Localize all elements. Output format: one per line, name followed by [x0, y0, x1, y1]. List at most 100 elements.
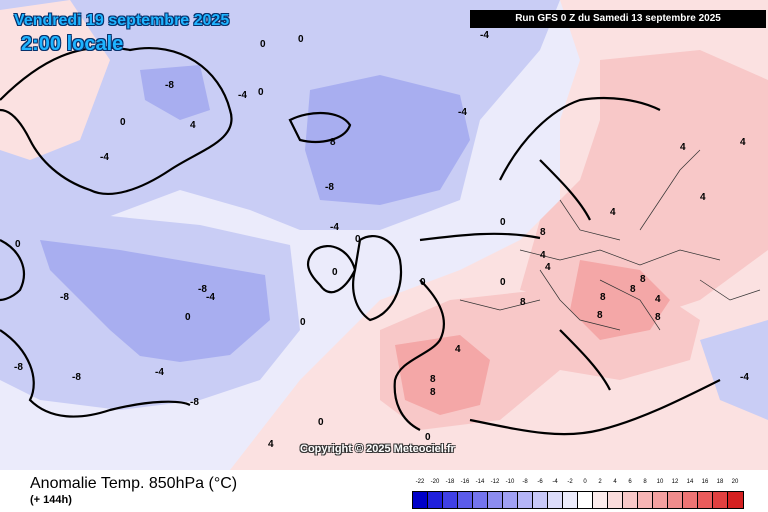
contour-label: 4	[740, 137, 746, 148]
contour-label: 0	[15, 239, 21, 250]
legend-swatch	[563, 492, 578, 508]
contour-label: -4	[238, 90, 247, 101]
legend-label: 20	[731, 479, 739, 485]
copyright-notice: Copyright © 2025 Meteociel.fr	[300, 443, 455, 455]
legend-label: -22	[415, 479, 425, 485]
contour-label: 8	[640, 274, 646, 285]
contour-label: 0	[318, 417, 324, 428]
legend-label: -6	[537, 479, 543, 485]
contour-label: 0	[500, 217, 506, 228]
contour-label: 8	[600, 292, 606, 303]
map-footer: Anomalie Temp. 850hPa (°C) (+ 144h) -22-…	[0, 470, 768, 512]
legend-label: 10	[656, 479, 664, 485]
legend-label: 2	[598, 479, 602, 485]
warm-mid-anomaly-europe	[520, 50, 768, 320]
contour-label: 8	[630, 284, 636, 295]
legend-swatch	[503, 492, 518, 508]
contour-label: 4	[545, 262, 551, 273]
variable-title: Anomalie Temp. 850hPa (°C)	[30, 475, 238, 492]
legend-swatch	[533, 492, 548, 508]
strong-warm-anomaly-iberia	[395, 335, 490, 415]
contour-label: 0	[425, 432, 431, 443]
legend-swatch	[698, 492, 713, 508]
newfoundland-coast	[0, 239, 25, 302]
contour-label: -4	[155, 367, 164, 378]
greenland-coast	[0, 46, 233, 195]
contour-label: 8	[430, 374, 436, 385]
legend-swatch	[623, 492, 638, 508]
legend-label: -20	[430, 479, 440, 485]
contour-label: 4	[455, 344, 461, 355]
contour-label: -4	[740, 372, 749, 383]
legend-swatch	[473, 492, 488, 508]
contour-label: 0	[500, 277, 506, 288]
contour-label: 4	[190, 120, 196, 131]
legend-label: -10	[505, 479, 515, 485]
contour-label: 4	[655, 294, 661, 305]
contour-label: -8	[60, 292, 69, 303]
contour-label: 8	[520, 297, 526, 308]
legend-label: 12	[671, 479, 679, 485]
legend-label: -12	[490, 479, 500, 485]
lead-time: (+ 144h)	[30, 494, 72, 506]
contour-label: -4	[458, 107, 467, 118]
mediterranean-coast	[469, 329, 721, 436]
contour-label: -4	[330, 222, 339, 233]
scandinavia-coast	[499, 96, 661, 221]
legend-swatch	[413, 492, 428, 508]
contour-label: 0	[300, 317, 306, 328]
legend-swatch	[548, 492, 563, 508]
contour-label: 4	[700, 192, 706, 203]
contour-label: 8	[597, 310, 603, 321]
legend-label: -14	[475, 479, 485, 485]
british-isles-coast	[307, 234, 403, 322]
legend-swatch	[578, 492, 593, 508]
forecast-time: 2:00 locale	[21, 33, 124, 55]
cold-anomaly-greenland	[140, 65, 210, 120]
legend-swatch	[488, 492, 503, 508]
legend-label: -16	[460, 479, 470, 485]
contour-label: 0	[298, 34, 304, 45]
contour-label: 8	[330, 137, 336, 148]
contour-label: -8	[165, 80, 174, 91]
legend-label: -8	[522, 479, 528, 485]
contour-label: 0	[260, 39, 266, 50]
contour-label: 4	[610, 207, 616, 218]
forecast-date: Vendredi 19 septembre 2025	[14, 12, 230, 29]
model-run-banner: Run GFS 0 Z du Samedi 13 septembre 2025	[470, 10, 766, 28]
contour-label: 8	[655, 312, 661, 323]
contour-label: -4	[480, 30, 489, 41]
north-america-coast	[0, 329, 191, 418]
legend-label: 16	[701, 479, 709, 485]
strong-cold-anomaly-north	[305, 75, 470, 205]
contour-label: -8	[198, 284, 207, 295]
contour-label: -8	[14, 362, 23, 373]
cold-anomaly-east	[700, 320, 768, 420]
legend-labels: -22 -20 -18 -16 -14 -12 -10 -8 -6 -4 -2 0 2 4 6 8 10 12 14…	[412, 479, 752, 489]
temperature-anomaly-map: 0-4-848-8-8-40-4-8-4-8-8-800-40488488484…	[0, 0, 768, 470]
contour-label: 0	[258, 87, 264, 98]
legend-label: 4	[613, 479, 617, 485]
contour-label: -4	[100, 152, 109, 163]
legend-label: -2	[567, 479, 573, 485]
contour-label: 0	[332, 267, 338, 278]
legend-label: 8	[643, 479, 647, 485]
legend-swatch	[443, 492, 458, 508]
iceland-coast	[288, 111, 352, 143]
legend-swatch	[638, 492, 653, 508]
contour-label: 0	[355, 234, 361, 245]
contour-label: -8	[190, 397, 199, 408]
contour-label: -4	[206, 292, 215, 303]
legend-swatch	[458, 492, 473, 508]
contour-label: 4	[540, 250, 546, 261]
legend-swatch	[668, 492, 683, 508]
contour-label: -8	[72, 372, 81, 383]
contour-label: 0	[420, 277, 426, 288]
color-scale-legend: -22 -20 -18 -16 -14 -12 -10 -8 -6 -4 -2 0 2 4 6 8 10 12 14…	[412, 476, 752, 512]
legend-swatch	[518, 492, 533, 508]
legend-swatch	[728, 492, 743, 508]
strong-warm-anomaly-central-europe	[570, 260, 670, 340]
legend-label: 0	[583, 479, 587, 485]
contour-label: 8	[430, 387, 436, 398]
